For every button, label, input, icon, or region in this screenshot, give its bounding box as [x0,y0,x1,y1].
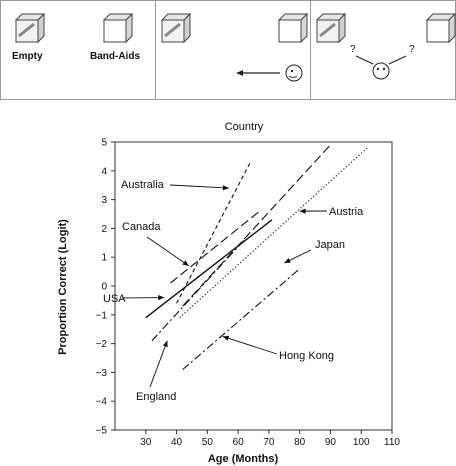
annotation-arrow-australia [169,184,229,189]
annotation-arrowhead-usa [158,294,165,301]
annotation-arrowhead-australia [222,185,229,191]
chart-title: Country [225,121,264,133]
annotation-label-hong-kong: Hong Kong [279,350,334,362]
annotation-arrowhead-england [162,340,168,348]
series-lines [145,144,368,370]
series-annotations: Australia Canada USA Austria Japan England Hon… [103,179,364,403]
x-tick-label: 100 [353,437,370,448]
child-face-icon-2 [372,62,390,80]
annotation-arrow-hong-kong [222,335,278,355]
series-line-hong-kong [182,268,301,370]
x-tick-label: 40 [171,437,183,448]
plot-area: −5 −4 −3 −2 −1 0 1 2 3 4 5 30 40 50 60 70 80 90 100 110 Au… [96,138,401,449]
x-tick-label: 90 [325,437,337,448]
crayon-box-icon-2 [160,12,192,44]
annotation-label-austria: Austria [329,206,364,218]
plain-box-icon-2 [277,12,309,44]
series-line-australia [176,161,251,304]
arrow-left-icon [236,70,280,76]
y-tick-label: −2 [96,339,108,350]
annotation-arrowhead-austria [299,208,306,214]
y-tick-label: −1 [96,310,108,321]
series-line-austria [182,144,331,307]
series-line-england [151,239,245,342]
x-axis-label: Age (Months) [208,453,279,465]
annotation-label-australia: Australia [121,179,165,191]
question-mark-right: ? [409,44,415,55]
y-tick-label: 3 [101,195,107,206]
child-face-icon [285,64,303,82]
annotation-arrowhead-japan [284,258,291,263]
x-tick-label: 50 [202,437,214,448]
annotation-arrow-canada [146,236,190,267]
illustration-strip: Empty Band-Aids [0,0,456,100]
y-tick-label: −5 [96,426,108,437]
label-empty: Empty [12,51,43,62]
x-tick-label: 30 [140,437,152,448]
y-tick-label: −4 [96,397,108,408]
annotation-arrowhead-canada [182,260,189,266]
label-band-aids: Band-Aids [90,51,140,62]
series-line-canada [170,210,261,284]
y-tick-label: 1 [101,253,107,264]
x-tick-label: 110 [384,437,400,448]
crayon-box-icon [14,12,46,44]
plain-box-icon [102,12,134,44]
y-axis-ticks: −5 −4 −3 −2 −1 0 1 2 3 4 5 [96,138,115,437]
crayon-box-icon-3 [315,12,347,44]
y-tick-label: −3 [96,368,108,379]
annotation-arrow-england [149,340,168,388]
annotation-arrowhead-hong-kong [222,335,230,341]
y-tick-label: 0 [101,282,107,293]
panel-frame [0,0,456,100]
annotation-label-usa: USA [103,293,126,305]
annotation-label-japan: Japan [315,239,345,251]
annotation-label-canada: Canada [122,221,161,233]
gaze-lines-icon [355,55,407,65]
plain-box-icon-3 [425,12,456,44]
x-tick-label: 60 [233,437,245,448]
y-tick-label: 2 [101,224,107,235]
y-tick-label: 5 [101,138,107,149]
x-tick-label: 70 [263,437,275,448]
series-line-usa [145,219,273,319]
question-mark-left: ? [350,44,356,55]
x-axis-ticks: 30 40 50 60 70 80 90 100 110 [140,430,400,448]
y-axis-label: Proportion Correct (Logit) [57,219,69,355]
annotation-label-england: England [136,391,176,403]
series-line-japan [179,147,368,319]
x-tick-label: 80 [294,437,306,448]
y-tick-label: 4 [101,166,107,177]
